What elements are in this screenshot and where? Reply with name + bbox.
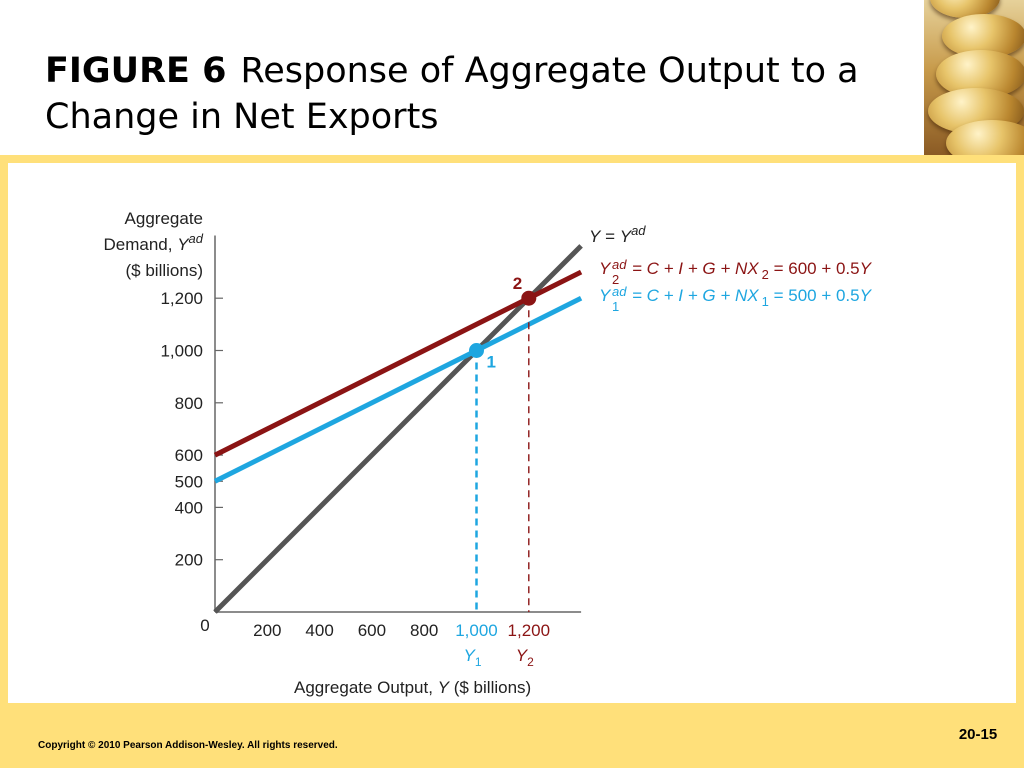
series-line-y_ad_2	[213, 269, 583, 458]
x-tick-label: 600	[358, 621, 386, 640]
x-equilibrium-symbol-sub: 1	[475, 655, 482, 669]
y-axis-label: Demand, Yad	[103, 231, 203, 254]
equilibrium-point	[521, 290, 537, 306]
y-tick-label: 1,000	[160, 342, 203, 361]
series-line-y_ad_1	[213, 295, 583, 484]
x-axis-label-text: ($ billions)	[449, 678, 531, 697]
y-axis-label: ($ billions)	[126, 261, 203, 280]
y-axis-label-sup: ad	[189, 231, 204, 246]
chart-panel: 200 400 500 600 800 1,000 1,200 200 400 600 800 0 Ag…	[8, 163, 1016, 703]
y-tick-label: 800	[175, 394, 203, 413]
y-tick-label: 400	[175, 498, 203, 517]
series-label-y_ad_1-symbol: Y	[599, 286, 612, 305]
chart: 200 400 500 600 800 1,000 1,200 200 400 600 800 0 Ag…	[103, 209, 873, 697]
x-equilibrium-symbol-letter: Y	[516, 646, 529, 665]
equilibrium-label: 2	[513, 274, 522, 293]
y-tick-label: 500	[175, 472, 203, 491]
series-label-equation-symbol: Y	[860, 259, 873, 278]
y-axis-label: Aggregate	[125, 209, 203, 228]
series-label-forty_five: Y = Yad	[589, 223, 646, 246]
equilibrium-point	[469, 343, 484, 358]
x-equilibrium-symbol-sub: 2	[527, 655, 534, 669]
series-label-y_ad_1-equation: = C + I + G + NX 1 = 500 + 0.5Y	[632, 286, 873, 309]
series-label-equation-rhs: = 600 + 0.5	[769, 259, 860, 278]
y-tick-label: 1,200	[160, 289, 203, 308]
x-axis-label: Aggregate Output, Y ($ billions)	[294, 678, 531, 697]
series-label-equation-text: = C + I + G + NX	[632, 286, 759, 305]
slide-title: FIGURE 6 Response of Aggregate Output to …	[45, 48, 905, 140]
slide-frame: 200 400 500 600 800 1,000 1,200 200 400 600 800 0 Ag…	[0, 155, 1024, 768]
x-equilibrium-symbol-letter: Y	[463, 646, 476, 665]
page-number: 20-15	[932, 708, 1024, 760]
y-axis-label-text: Demand,	[103, 235, 177, 254]
series-label-y_ad_2-sub: 2	[612, 272, 619, 287]
series-label-y_ad_1-sub: 1	[612, 299, 619, 314]
series-label-equation-rhs: = 500 + 0.5	[769, 286, 860, 305]
series-line-forty_five	[213, 244, 583, 614]
y-tick-label: 200	[175, 551, 203, 570]
copyright-notice: Copyright © 2010 Pearson Addison-Wesley.…	[38, 740, 338, 751]
x-tick-label-equilibrium: 1,000	[455, 621, 498, 640]
origin-label: 0	[200, 616, 209, 635]
series-label-equation-sub: 1	[762, 294, 769, 309]
series-label-equation-symbol: Y	[860, 286, 873, 305]
equilibrium-label: 1	[487, 353, 496, 372]
x-equilibrium-symbol: Y1	[463, 646, 481, 669]
series-label-y_ad_1-sup: ad	[612, 284, 627, 299]
series-label-equation-text: = C + I + G + NX	[632, 259, 759, 278]
series-label-y_ad_2-sup: ad	[612, 257, 627, 272]
y-axis-label-symbol: Y	[177, 235, 190, 254]
y-tick-label: 600	[175, 446, 203, 465]
series-label-equation-sub: 2	[762, 267, 769, 282]
x-tick-label: 400	[305, 621, 333, 640]
x-tick-label: 800	[410, 621, 438, 640]
figure-label: FIGURE 6	[45, 51, 227, 91]
series-label-y_ad_2-symbol: Y	[599, 259, 612, 278]
x-equilibrium-symbol: Y2	[516, 646, 534, 669]
coins-photo	[924, 0, 1024, 156]
x-tick-label-equilibrium: 1,200	[508, 621, 551, 640]
series-label-text: =	[600, 227, 619, 246]
series-label-symbol: Y	[589, 227, 602, 246]
series-label-symbol: Y	[620, 227, 633, 246]
series-label-y_ad_2-equation: = C + I + G + NX 2 = 600 + 0.5Y	[632, 259, 873, 282]
figure-title: Response of Aggregate Output to a Change…	[45, 51, 859, 137]
series-label-sup: ad	[631, 223, 646, 238]
x-tick-label: 200	[253, 621, 281, 640]
x-axis-label-symbol: Y	[438, 678, 451, 697]
x-axis-label-text: Aggregate Output,	[294, 678, 438, 697]
